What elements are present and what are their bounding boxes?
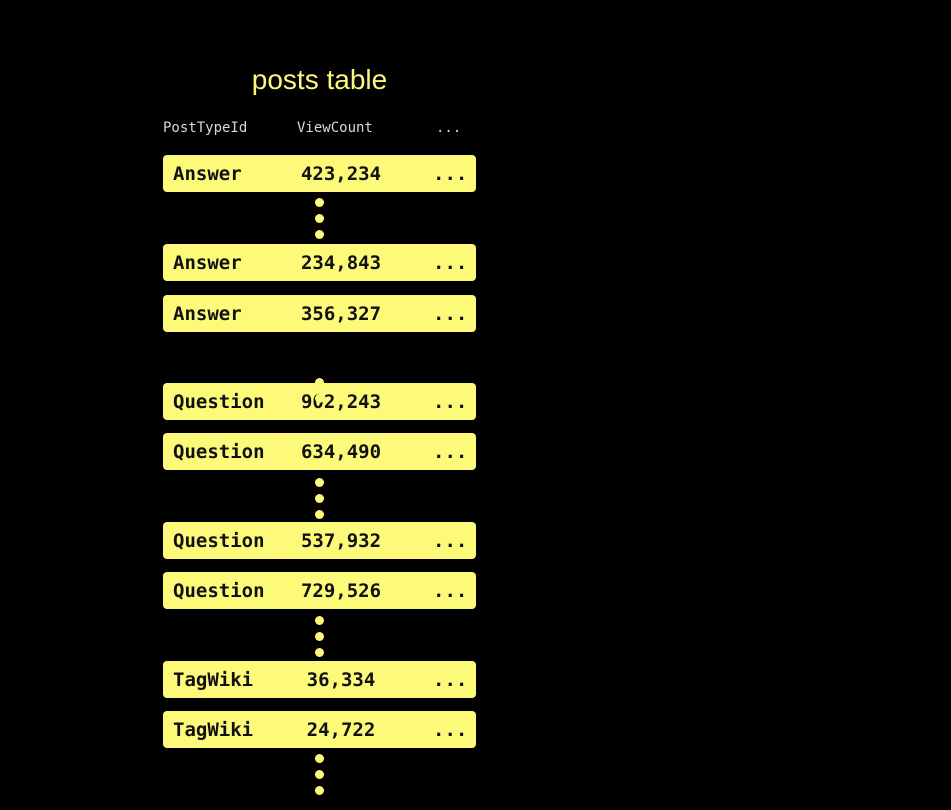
ellipsis-dot (315, 616, 324, 625)
cell-views: 537,932 (300, 530, 382, 552)
column-header-more: ... (436, 120, 462, 136)
cell-more: ... (433, 163, 468, 185)
ellipsis-dot (315, 754, 324, 763)
ellipsis-dot (315, 494, 324, 503)
cell-type: TagWiki (173, 669, 254, 691)
ellipsis-dot (315, 510, 324, 519)
ellipsis-dot (315, 394, 324, 403)
ellipsis-dot (315, 410, 324, 419)
ellipsis-dot (315, 230, 324, 239)
column-header-posttypeid: PostTypeId (163, 120, 248, 136)
table-title: posts table (251, 64, 388, 95)
table-row: Question 634,490... (163, 433, 476, 470)
cell-more: ... (433, 391, 468, 413)
column-header-viewcount: ViewCount (297, 120, 373, 136)
cell-type: Question (173, 441, 265, 463)
cell-views: 423,234 (300, 163, 382, 185)
cell-more: ... (433, 441, 468, 463)
cell-more: ... (433, 252, 468, 274)
cell-type: Question (173, 530, 265, 552)
table-row: Question 729,526... (163, 572, 476, 609)
cell-views: 902,243 (300, 391, 382, 413)
cell-more: ... (433, 303, 468, 325)
cell-type: Answer (173, 303, 242, 325)
cell-more: ... (433, 530, 468, 552)
cell-type: Answer (173, 252, 242, 274)
cell-type: Answer (173, 163, 242, 185)
table-row: Answer 423,234... (163, 155, 476, 192)
table-row: TagWiki 24,722... (163, 711, 476, 748)
cell-type: Question (173, 580, 265, 602)
table-row: Answer 356,327... (163, 295, 476, 332)
ellipsis-dot (315, 632, 324, 641)
ellipsis-dot (315, 786, 324, 795)
cell-views: 36,334 (306, 669, 376, 691)
ellipsis-dot (315, 214, 324, 223)
ellipsis-dot (315, 478, 324, 487)
cell-type: Question (173, 391, 265, 413)
table-row: Question 902,243... (163, 383, 476, 420)
table-row: TagWiki 36,334... (163, 661, 476, 698)
table-row: Answer 234,843... (163, 244, 476, 281)
cell-views: 234,843 (300, 252, 382, 274)
cell-type: TagWiki (173, 719, 254, 741)
ellipsis-dot (315, 198, 324, 207)
cell-views: 24,722 (306, 719, 376, 741)
ellipsis-dot (315, 648, 324, 657)
cell-more: ... (433, 669, 468, 691)
cell-views: 729,526 (300, 580, 382, 602)
cell-more: ... (433, 580, 468, 602)
cell-more: ... (433, 719, 468, 741)
table-row: Question 537,932... (163, 522, 476, 559)
cell-views: 356,327 (300, 303, 382, 325)
ellipsis-dot (315, 770, 324, 779)
cell-views: 634,490 (300, 441, 382, 463)
ellipsis-dot (315, 378, 324, 387)
